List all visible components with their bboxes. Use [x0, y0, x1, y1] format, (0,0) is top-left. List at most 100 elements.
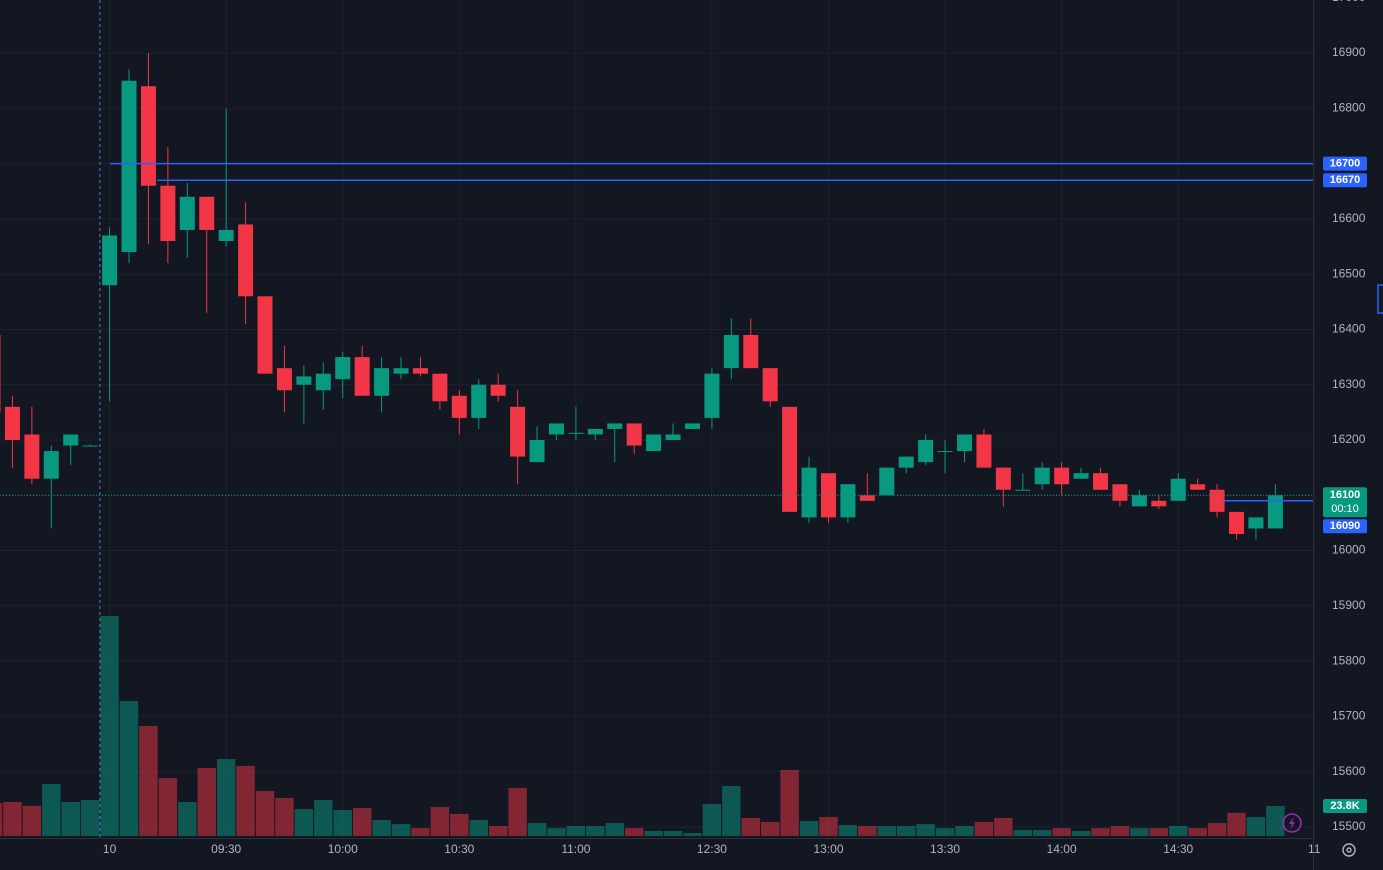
candle-body: [1073, 473, 1089, 479]
candle-body: [646, 434, 662, 452]
volume-bar: [236, 765, 255, 836]
candle-body: [4, 406, 20, 441]
candle-body: [1190, 484, 1206, 490]
candle-body: [684, 423, 700, 429]
volume-bar: [411, 828, 430, 836]
volume-bar: [352, 808, 372, 836]
volume-bar: [488, 826, 508, 836]
volume-bar: [1188, 828, 1207, 836]
y-tick-label: 16600: [1332, 211, 1366, 225]
volume-bar: [197, 767, 216, 836]
candle-body: [199, 196, 215, 230]
price-line-label: 16670: [1330, 174, 1361, 186]
x-tick-label: 11: [1308, 842, 1321, 856]
y-tick-label: 15500: [1332, 819, 1366, 833]
price-line-box: [1323, 173, 1367, 188]
candle-body: [82, 445, 98, 447]
volume-bar: [158, 778, 178, 836]
x-tick-label: 10: [103, 842, 117, 856]
y-tick-label: 16200: [1332, 432, 1366, 446]
volume-bar: [1110, 826, 1130, 836]
x-tick-label: 13:00: [813, 842, 843, 856]
y-tick-label: 16400: [1332, 322, 1366, 336]
volume-bar: [178, 801, 197, 836]
volume-bar: [1013, 829, 1033, 836]
volume-bar: [255, 791, 275, 836]
volume-bar: [916, 824, 935, 836]
volume-bar: [624, 828, 644, 836]
volume-bar: [799, 821, 819, 836]
price-line-label: 16700: [1330, 158, 1361, 170]
volume-bar: [216, 759, 236, 836]
candle-body: [1034, 467, 1050, 485]
candle-body: [1054, 467, 1070, 485]
lightning-icon: [1289, 816, 1295, 830]
candle-body: [1093, 473, 1109, 490]
candle-body: [43, 451, 59, 479]
candle-body: [510, 406, 526, 457]
candle-body: [704, 373, 720, 418]
candle-body: [782, 406, 798, 512]
volume-layer: [0, 616, 1285, 836]
volume-bar: [605, 823, 624, 836]
candle-body: [976, 434, 992, 468]
candle-body: [393, 368, 409, 374]
candle-body: [412, 368, 428, 374]
candle-body: [762, 368, 778, 402]
candle-body: [296, 376, 312, 385]
candle-body: [568, 432, 584, 434]
y-tick-label: 15600: [1332, 764, 1366, 778]
candle-body: [1151, 500, 1167, 507]
volume-label: 23.8K: [1330, 800, 1359, 812]
candle-body: [1170, 478, 1186, 501]
candle-body: [957, 434, 972, 452]
candle-layer: [0, 53, 1283, 540]
settings-button[interactable]: [1342, 843, 1356, 857]
volume-bar: [80, 799, 100, 836]
volume-bar: [974, 822, 994, 836]
axis-layer: 15500 15600 15700 15800 15900 16000 16100 16200…: [103, 0, 1367, 856]
candle-body: [1229, 511, 1245, 534]
volume-bar: [22, 805, 42, 836]
volume-bar: [0, 803, 3, 836]
gear-outer: [1342, 843, 1356, 857]
y-tick-label: 17000: [1332, 0, 1366, 4]
price-line-box: [1323, 519, 1367, 534]
y-tick-label: 15900: [1332, 598, 1366, 612]
candle-body: [218, 229, 234, 242]
volume-bar: [663, 830, 683, 836]
candle-body: [257, 296, 273, 374]
candle-body: [1015, 489, 1031, 491]
volume-bar: [1130, 828, 1149, 836]
candle-body: [743, 334, 759, 369]
candle-body: [102, 235, 118, 286]
volume-bar: [372, 819, 391, 836]
volume-bar: [838, 825, 858, 836]
volume-bar: [780, 769, 799, 836]
candle-body: [315, 373, 331, 391]
lightning-button[interactable]: [1282, 813, 1302, 833]
volume-bar: [294, 809, 314, 836]
volume-bar: [430, 807, 450, 836]
volume-bar: [741, 817, 760, 836]
candle-body: [607, 423, 623, 429]
volume-bar: [119, 701, 139, 836]
x-tick-label: 10:00: [328, 842, 358, 856]
candle-body: [529, 440, 545, 463]
y-tick-label: 16000: [1332, 543, 1366, 557]
last-price-box: [1323, 487, 1367, 518]
y-tick-label: 16500: [1332, 266, 1366, 280]
candle-body: [587, 428, 603, 435]
volume-bar: [1033, 829, 1052, 836]
candle-body: [432, 373, 448, 402]
volume-bar: [314, 799, 333, 836]
y-tick-label: 15800: [1332, 653, 1366, 667]
volume-bar: [1266, 806, 1285, 836]
candle-body: [1112, 484, 1128, 501]
side-handle[interactable]: [1377, 284, 1383, 314]
candle-body: [626, 423, 642, 446]
volume-bar: [819, 816, 838, 836]
